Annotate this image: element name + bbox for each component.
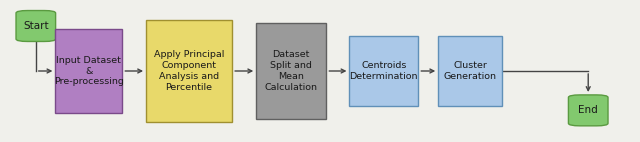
FancyBboxPatch shape: [438, 36, 502, 106]
Text: Centroids
Determination: Centroids Determination: [349, 61, 418, 81]
FancyBboxPatch shape: [256, 23, 326, 119]
FancyBboxPatch shape: [568, 95, 608, 126]
Text: Dataset
Split and
Mean
Calculation: Dataset Split and Mean Calculation: [265, 50, 318, 92]
Text: Apply Principal
Component
Analysis and
Percentile: Apply Principal Component Analysis and P…: [154, 50, 224, 92]
Text: Start: Start: [23, 21, 49, 31]
FancyBboxPatch shape: [16, 11, 56, 41]
Text: End: End: [579, 105, 598, 115]
Text: Input Dataset
&
Pre-processing: Input Dataset & Pre-processing: [54, 56, 124, 86]
Text: Cluster
Generation: Cluster Generation: [444, 61, 497, 81]
FancyBboxPatch shape: [349, 36, 419, 106]
FancyBboxPatch shape: [146, 20, 232, 122]
FancyBboxPatch shape: [55, 29, 122, 113]
